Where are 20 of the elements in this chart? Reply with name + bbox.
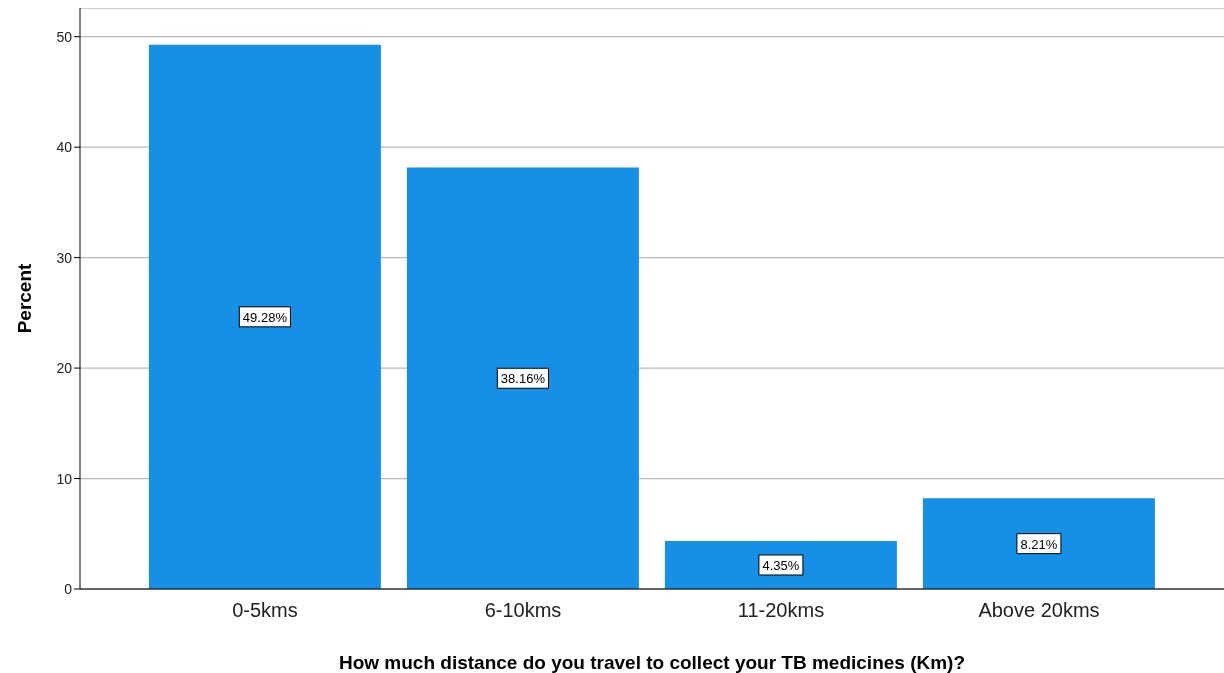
data-label: 4.35%	[762, 557, 800, 573]
x-tick-label: 11-20kms	[737, 599, 825, 622]
bar	[148, 44, 381, 589]
y-tick-label: 50	[56, 28, 73, 45]
x-tick-label: 0-5kms	[232, 599, 298, 622]
x-tick-label: 6-10kms	[484, 599, 562, 622]
y-tick-label: 20	[56, 360, 73, 377]
y-tick-label: 30	[56, 249, 73, 266]
data-label: 8.21%	[1020, 536, 1058, 552]
bar	[406, 167, 639, 589]
bar	[922, 498, 1155, 589]
x-tick-label: Above 20kms	[978, 599, 1100, 622]
data-label: 49.28%	[242, 309, 288, 325]
bar	[664, 540, 897, 589]
y-tick-label: 0	[64, 580, 73, 597]
x-axis-title: How much distance do you travel to collect your TB medicines (Km)?	[338, 652, 966, 673]
y-tick-label: 10	[56, 470, 73, 487]
y-axis-title: Percent	[13, 262, 35, 334]
data-label: 38.16%	[500, 371, 546, 387]
y-tick-label: 40	[56, 139, 73, 156]
